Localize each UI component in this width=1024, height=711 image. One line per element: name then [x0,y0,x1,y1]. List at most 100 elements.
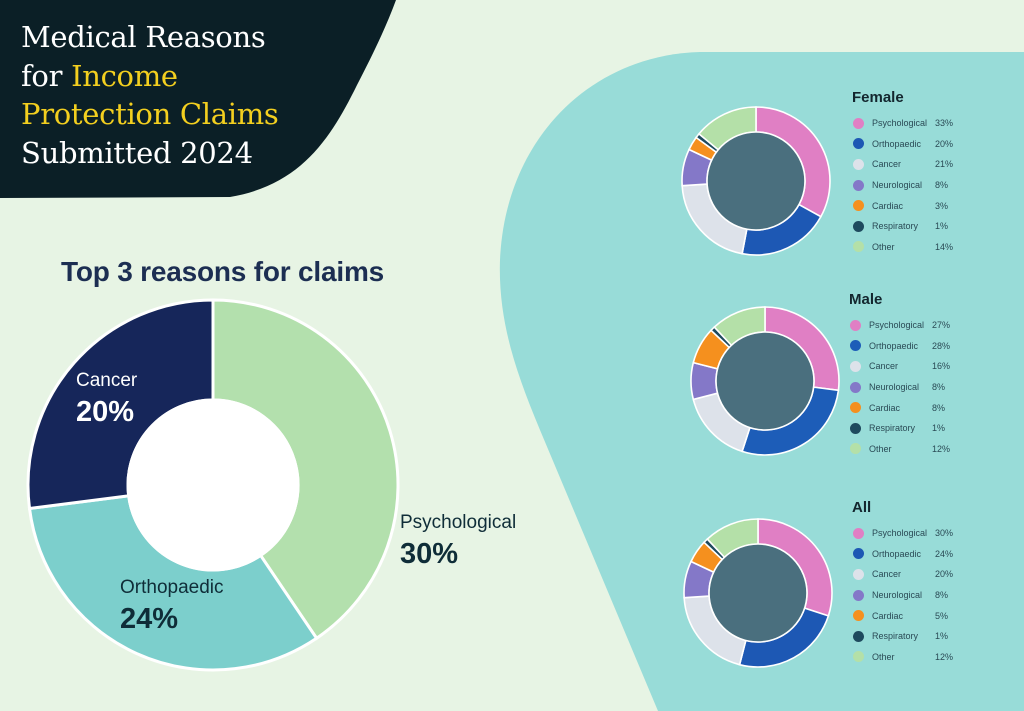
legend-label: Respiratory [869,423,916,434]
legend-item-neurological: Neurological 8% [852,585,982,606]
label-psychological: Psychological 30% [400,512,517,570]
legend-item-neurological: Neurological 8% [849,377,979,398]
donut-hole [706,131,806,231]
legend-dot-icon [853,548,864,560]
title-line-1: Medical Reasons [21,20,266,54]
legend-value: 8% [932,382,946,393]
legend-label: Cardiac [869,402,901,413]
legend-dot-icon [850,319,861,331]
legend-label: Orthopaedic [869,340,919,351]
page-title: Medical Reasons for Income Protection Cl… [21,18,279,172]
legend-dot-icon [853,200,864,212]
legend-item-cardiac: Cardiac 5% [852,605,982,626]
legend-title: Male [849,291,883,308]
legend-label: Cancer [869,361,899,372]
legend-value: 14% [935,241,954,252]
legend-label: Other [872,651,895,662]
legend-dot-icon [850,340,861,352]
legend-value: 8% [935,180,949,191]
donut-hole [715,331,815,431]
all-legend: All Psychological 30% Orthopaedic 24% Cancer… [852,500,982,667]
legend-label: Other [872,241,895,252]
legend-label: Neurological [872,590,923,601]
legend-dot-icon [853,527,864,539]
legend-item-psychological: Psychological 33% [852,113,982,134]
legend-item-orthopaedic: Orthopaedic 20% [852,134,982,155]
legend-label: Respiratory [872,221,919,232]
legend-dot-icon [853,568,864,580]
legend-item-respiratory: Respiratory 1% [849,418,979,439]
legend-dot-icon [850,360,861,372]
title-line-4: Submitted 2024 [21,135,253,170]
legend-item-other: Other 12% [849,439,979,460]
legend-item-cardiac: Cardiac 3% [852,195,982,216]
legend-value: 3% [935,200,949,211]
label-cancer: Cancer 20% [76,370,138,428]
legend-item-cancer: Cancer 21% [852,154,982,175]
legend-value: 1% [932,423,946,434]
donut-hole [708,543,808,643]
legend-value: 21% [935,159,954,170]
legend-value: 16% [932,361,951,372]
legend-item-respiratory: Respiratory 1% [852,626,982,647]
legend-title: Female [852,89,904,106]
title-highlight: Income [71,58,178,93]
legend-value: 1% [935,631,949,642]
legend-dot-icon [853,117,864,129]
legend-value: 20% [935,569,954,580]
legend-value: 33% [935,118,954,129]
legend-dot-icon [853,610,864,622]
legend-value: 27% [932,320,951,331]
legend-item-cancer: Cancer 16% [849,356,979,377]
label-orthopaedic: Orthopaedic 24% [120,577,224,635]
legend-dot-icon [853,179,864,191]
legend-dot-icon [850,381,861,393]
legend-dot-icon [853,651,864,663]
female-legend: Female Psychological 33% Orthopaedic 20% Can… [852,90,982,257]
legend-value: 12% [932,443,951,454]
legend-value: 20% [935,138,954,149]
legend-label: Other [869,443,892,454]
legend-dot-icon [853,158,864,170]
male-legend: Male Psychological 27% Orthopaedic 28% Cance… [849,292,979,459]
legend-value: 5% [935,610,949,621]
legend-dot-icon [850,443,861,455]
legend-dot-icon [853,589,864,601]
legend-item-other: Other 12% [852,647,982,668]
legend-item-psychological: Psychological 27% [849,315,979,336]
legend-label: Neurological [872,180,923,191]
legend-dot-icon [853,220,864,232]
legend-label: Cancer [872,569,902,580]
legend-label: Psychological [872,118,928,129]
legend-label: Psychological [872,528,928,539]
legend-item-respiratory: Respiratory 1% [852,216,982,237]
legend-dot-icon [853,241,864,253]
legend-label: Neurological [869,382,920,393]
legend-value: 8% [935,590,949,601]
legend-value: 30% [935,528,954,539]
legend-item-orthopaedic: Orthopaedic 24% [852,544,982,565]
legend-value: 1% [935,221,949,232]
legend-item-other: Other 14% [852,237,982,258]
title-line-3: Protection Claims [21,97,279,131]
legend-label: Cancer [872,159,902,170]
legend-title: All [852,499,872,516]
legend-dot-icon [850,402,861,414]
legend-dot-icon [850,422,861,434]
legend-value: 8% [932,402,946,413]
legend-label: Cardiac [872,200,904,211]
top3-title: Top 3 reasons for claims [61,256,385,287]
legend-label: Respiratory [872,631,919,642]
donut-hole [126,398,300,572]
legend-value: 24% [935,548,954,559]
legend-label: Orthopaedic [872,138,922,149]
legend-value: 28% [932,340,951,351]
title-line-2: for Income [21,58,178,93]
header-panel [0,0,396,198]
legend-dot-icon [853,630,864,642]
legend-label: Orthopaedic [872,548,922,559]
